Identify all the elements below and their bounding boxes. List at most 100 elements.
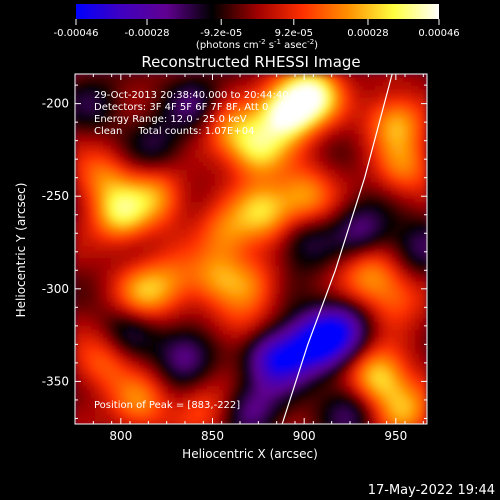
heatmap-cell [323, 166, 328, 171]
heatmap-cell [423, 262, 427, 267]
heatmap-cell [151, 198, 156, 203]
heatmap-cell [127, 254, 132, 259]
heatmap-cell [279, 258, 284, 263]
heatmap-cell [347, 142, 352, 147]
heatmap-cell [303, 266, 308, 271]
heatmap-cell [135, 74, 140, 79]
heatmap-cell [295, 122, 300, 127]
heatmap-cell [127, 74, 132, 79]
heatmap-cell [327, 270, 332, 275]
heatmap-cell [147, 266, 152, 271]
heatmap-cell [387, 214, 392, 219]
heatmap-cell [275, 186, 280, 191]
heatmap-cell [415, 218, 420, 223]
heatmap-cell [343, 258, 348, 263]
heatmap-cell [423, 274, 427, 279]
heatmap-cell [411, 198, 416, 203]
heatmap-cell [379, 290, 384, 295]
heatmap-cell [423, 166, 427, 171]
heatmap-cell [99, 278, 104, 283]
heatmap-cell [259, 106, 264, 111]
heatmap-cell [139, 246, 144, 251]
heatmap-cell [231, 262, 236, 267]
heatmap-cell [91, 182, 96, 187]
heatmap-cell [219, 182, 224, 187]
heatmap-cell [219, 130, 224, 135]
heatmap-cell [107, 130, 112, 135]
heatmap-cell [359, 150, 364, 155]
heatmap-cell [311, 210, 316, 215]
heatmap-cell [167, 90, 172, 95]
heatmap-cell [119, 122, 124, 127]
heatmap-cell [231, 298, 236, 303]
heatmap-cell [239, 146, 244, 151]
heatmap-cell [183, 194, 188, 199]
heatmap-cell [95, 286, 100, 291]
heatmap-cell [87, 178, 92, 183]
heatmap-cell [331, 282, 336, 287]
heatmap-cell [123, 130, 128, 135]
heatmap-cell [271, 298, 276, 303]
heatmap-cell [283, 270, 288, 275]
heatmap-cell [231, 98, 236, 103]
heatmap-cell [251, 234, 256, 239]
heatmap-cell [367, 290, 372, 295]
heatmap-cell [235, 274, 240, 279]
heatmap-cell [211, 230, 216, 235]
heatmap-cell [143, 230, 148, 235]
heatmap-cell [91, 86, 96, 91]
heatmap-cell [223, 182, 228, 187]
heatmap-cell [351, 138, 356, 143]
heatmap-cell [399, 74, 404, 79]
heatmap-cell [151, 182, 156, 187]
heatmap-cell [295, 110, 300, 115]
heatmap-cell [87, 218, 92, 223]
heatmap-cell [283, 110, 288, 115]
heatmap-cell [191, 206, 196, 211]
heatmap-cell [423, 270, 427, 275]
heatmap-cell [355, 170, 360, 175]
heatmap-cell [371, 226, 376, 231]
heatmap-cell [119, 298, 124, 303]
heatmap-cell [331, 126, 336, 131]
heatmap-cell [343, 126, 348, 131]
heatmap-cell [191, 106, 196, 111]
heatmap-cell [251, 278, 256, 283]
heatmap-cell [263, 198, 268, 203]
heatmap-cell [311, 294, 316, 299]
heatmap-cell [359, 194, 364, 199]
heatmap-cell [95, 154, 100, 159]
heatmap-cell [347, 210, 352, 215]
heatmap-cell [143, 78, 148, 83]
heatmap-cell [215, 226, 220, 231]
heatmap-cell [131, 230, 136, 235]
heatmap-cell [295, 114, 300, 119]
heatmap-cell [311, 86, 316, 91]
heatmap-cell [287, 178, 292, 183]
heatmap-cell [123, 170, 128, 175]
heatmap-cell [215, 166, 220, 171]
heatmap-cell [383, 146, 388, 151]
heatmap-cell [167, 278, 172, 283]
heatmap-cell [407, 202, 412, 207]
heatmap-cell [135, 94, 140, 99]
heatmap-cell [295, 154, 300, 159]
heatmap-cell [91, 138, 96, 143]
heatmap-cell [215, 270, 220, 275]
heatmap-cell [347, 266, 352, 271]
heatmap-cell [195, 274, 200, 279]
heatmap-cell [147, 138, 152, 143]
heatmap-cell [219, 218, 224, 223]
heatmap-cell [199, 258, 204, 263]
heatmap-cell [95, 298, 100, 303]
heatmap-cell [383, 154, 388, 159]
heatmap-cell [259, 198, 264, 203]
heatmap-cell [255, 294, 260, 299]
heatmap-cell [119, 82, 124, 87]
heatmap-cell [415, 290, 420, 295]
heatmap-cell [211, 298, 216, 303]
heatmap-cell [367, 214, 372, 219]
heatmap-cell [111, 146, 116, 151]
heatmap-cell [279, 90, 284, 95]
heatmap-cell [207, 238, 212, 243]
